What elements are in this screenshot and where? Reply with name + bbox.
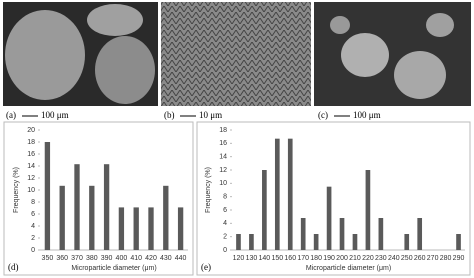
x-tick-label: 180 [310, 255, 322, 262]
x-tick-label: 130 [246, 255, 258, 262]
x-tick-label: 230 [375, 255, 387, 262]
y-tick-label: 2 [223, 234, 227, 241]
y-tick-label: 14 [27, 163, 35, 170]
scale-label: 100 μm [41, 110, 69, 120]
image-c [314, 2, 471, 106]
bar [44, 142, 51, 250]
x-tick-label: 400 [116, 255, 128, 262]
panel-letter: (a) [6, 110, 16, 120]
y-tick-label: 6 [223, 207, 227, 214]
x-tick-label: 260 [414, 255, 426, 262]
bar [163, 185, 169, 250]
scale-label: 10 μm [199, 110, 222, 120]
x-tick-label: 380 [86, 255, 98, 262]
panel-letter: (c) [318, 110, 328, 120]
y-tick-label: 10 [219, 180, 227, 187]
x-tick-label: 390 [101, 255, 113, 262]
y-tick-label: 18 [27, 139, 35, 146]
y-tick-label: 8 [31, 199, 35, 206]
x-tick-label: 220 [362, 255, 374, 262]
y-tick-label: 12 [219, 167, 227, 174]
y-tick-label: 4 [31, 223, 35, 230]
y-tick-label: 18 [219, 127, 227, 134]
y-tick-label: 0 [223, 247, 227, 254]
y-tick-label: 6 [31, 211, 35, 218]
y-tick-label: 20 [27, 127, 35, 134]
y-tick-label: 16 [27, 151, 35, 158]
y-tick-label: 16 [219, 140, 227, 147]
bar [339, 218, 345, 250]
x-tick-label: 120 [233, 255, 245, 262]
bar [404, 234, 410, 250]
y-axis-title: Frequency (%) [13, 167, 20, 213]
x-tick-label: 150 [271, 255, 283, 262]
bar [236, 234, 241, 250]
bar [300, 218, 306, 250]
x-tick-label: 240 [388, 255, 400, 262]
bar [456, 234, 461, 250]
bar [365, 170, 371, 250]
x-tick-label: 420 [145, 255, 157, 262]
bar [103, 164, 110, 250]
bar [148, 207, 154, 250]
bar [118, 207, 125, 250]
panel-letter: (d) [8, 262, 19, 272]
bar [74, 164, 80, 250]
x-axis-title: Microparticle diameter (μm) [306, 265, 391, 272]
bar [313, 234, 319, 250]
x-tick-label: 440 [175, 255, 187, 262]
x-tick-label: 280 [440, 255, 452, 262]
scale-label: 100 μm [353, 110, 381, 120]
y-tick-label: 12 [27, 175, 35, 182]
chart-e-frame [196, 121, 471, 276]
panel-letter: (e) [201, 262, 211, 272]
bar [274, 138, 280, 250]
x-tick-label: 370 [71, 255, 83, 262]
x-tick-label: 210 [349, 255, 361, 262]
y-tick-label: 0 [31, 247, 35, 254]
x-tick-label: 250 [401, 255, 413, 262]
y-tick-label: 10 [27, 187, 35, 194]
image-b [161, 2, 311, 106]
bar [378, 218, 384, 250]
bar [326, 186, 332, 250]
x-tick-label: 200 [336, 255, 348, 262]
x-tick-label: 160 [284, 255, 296, 262]
bar [287, 138, 293, 250]
x-axis-title: Microparticle diameter (μm) [71, 265, 156, 272]
chart-d-frame [3, 121, 194, 276]
x-tick-label: 290 [453, 255, 465, 262]
x-tick-label: 190 [323, 255, 335, 262]
y-axis-title: Frequency (%) [205, 167, 212, 213]
bar [417, 218, 423, 250]
image-a [3, 2, 158, 106]
bar [133, 207, 139, 250]
bar [177, 207, 184, 250]
bar [249, 234, 254, 250]
bar [89, 185, 95, 250]
bar [59, 185, 65, 250]
x-tick-label: 170 [297, 255, 309, 262]
bar [262, 170, 267, 250]
x-tick-label: 430 [160, 255, 172, 262]
x-tick-label: 360 [56, 255, 68, 262]
panel-letter: (b) [164, 110, 175, 120]
x-tick-label: 140 [259, 255, 271, 262]
y-tick-label: 14 [219, 154, 227, 161]
x-tick-label: 350 [42, 255, 54, 262]
y-tick-label: 4 [223, 220, 227, 227]
y-tick-label: 8 [223, 194, 227, 201]
x-tick-label: 410 [130, 255, 142, 262]
x-tick-label: 270 [427, 255, 439, 262]
y-tick-label: 2 [31, 235, 35, 242]
bar [352, 234, 358, 250]
